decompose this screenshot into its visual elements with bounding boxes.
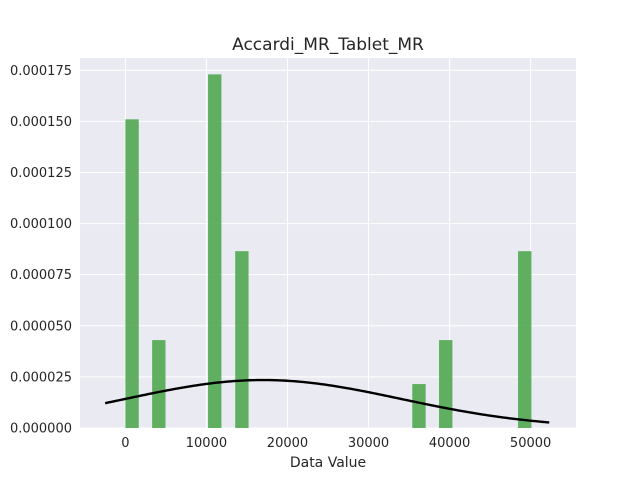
y-tick-label: 0.000125 <box>10 166 72 181</box>
histogram-bar <box>412 384 426 428</box>
y-tick-label: 0.000050 <box>10 319 72 334</box>
y-tick-label: 0.000000 <box>10 422 72 437</box>
y-tick-label: 0.000100 <box>10 217 72 232</box>
x-tick-label: 0 <box>121 436 129 451</box>
x-tick-label: 10000 <box>186 436 227 451</box>
x-tick-label: 50000 <box>510 436 551 451</box>
histogram-bars <box>125 74 532 429</box>
y-tick-label: 0.000150 <box>10 115 72 130</box>
histogram-bar <box>235 251 249 428</box>
histogram-bar <box>518 251 532 428</box>
y-tick-label: 0.000175 <box>10 64 72 79</box>
density-curve <box>104 378 550 424</box>
x-tick-label: 40000 <box>429 436 470 451</box>
histogram-bar <box>125 119 139 429</box>
histogram-bar <box>152 340 166 428</box>
histogram-bar <box>439 340 453 428</box>
x-axis-label: Data Value <box>290 455 366 471</box>
y-axis-ticks: 0.000000 0.000025 0.000050 0.000075 0.000100… <box>10 64 72 437</box>
histogram-bar <box>208 74 222 429</box>
chart-title: Accardi_MR_Tablet_MR <box>232 35 424 55</box>
y-tick-label: 0.000025 <box>10 370 72 385</box>
x-tick-label: 20000 <box>267 436 308 451</box>
x-tick-label: 30000 <box>348 436 389 451</box>
y-tick-label: 0.000075 <box>10 268 72 283</box>
x-axis-ticks: 0 10000 20000 30000 40000 50000 <box>121 436 551 451</box>
